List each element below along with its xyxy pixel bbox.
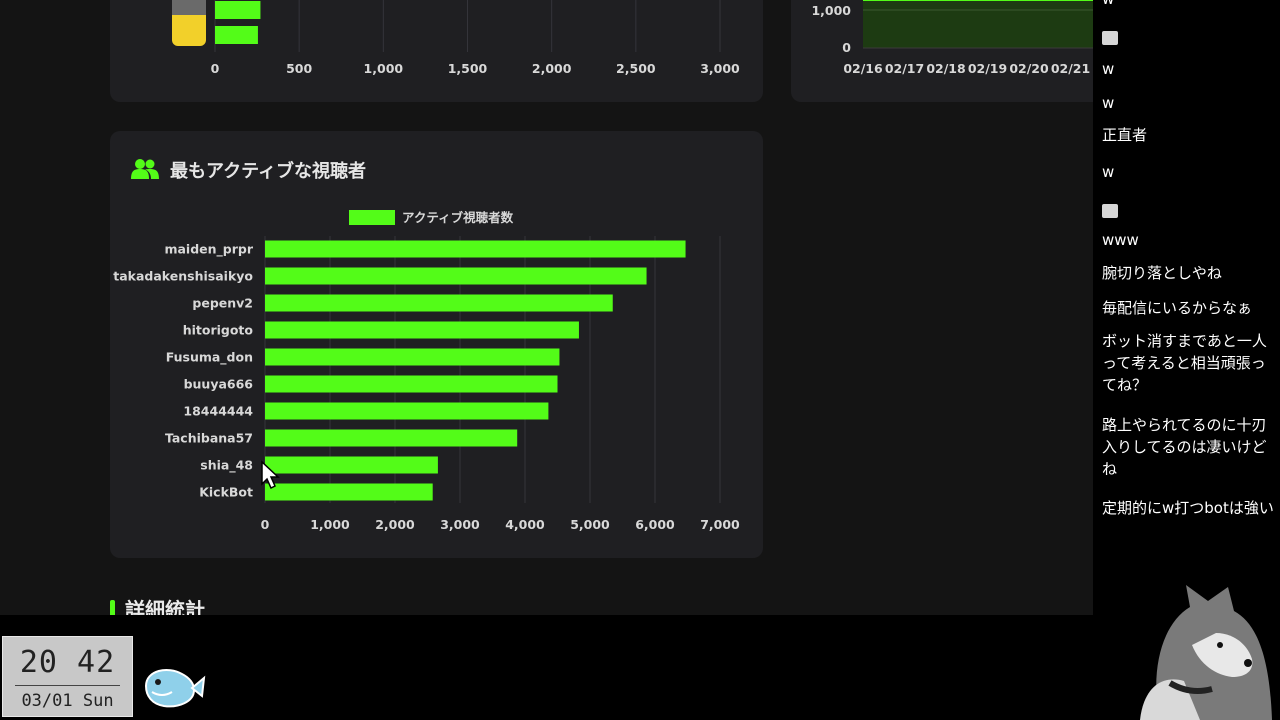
x-tick-label: 2,000	[532, 61, 572, 76]
x-tick-label: 3,000	[700, 61, 740, 76]
chat-message: w	[1102, 0, 1278, 10]
chat-message: w	[1102, 94, 1115, 112]
bar	[265, 402, 549, 420]
avatar	[172, 0, 206, 46]
category-label: pepenv2	[192, 296, 253, 311]
category-label: Tachibana57	[165, 431, 253, 446]
chat-message: 路上やられてるのに十刃入りしてるのは凄いけどね	[1102, 416, 1267, 478]
bar	[265, 348, 560, 366]
x-tick-label: 1,000	[364, 61, 404, 76]
x-tick-label: 02/16	[843, 61, 883, 76]
top-area-chart: 1,000 0 02/16 02/17 02/18 02/19 02/20 02/21	[811, 0, 1093, 76]
top-bar-chart-card: 0 500 1,000 1,500 2,000 2,500 3,000	[110, 0, 763, 102]
stream-capture: 0 500 1,000 1,500 2,000 2,500 3,000 1,000 0 02/1…	[0, 0, 1093, 615]
chat-message: 腕切り落としやね	[1102, 264, 1222, 282]
chat-message: ボット消すまであと一人って考えると相当頑張ってね？	[1102, 332, 1267, 394]
clock-divider	[15, 685, 120, 686]
category-label: buuya666	[184, 377, 254, 392]
x-tick-label: 3,000	[440, 517, 480, 532]
bar	[265, 375, 558, 393]
chat-message: w	[1102, 60, 1115, 78]
chat-message: www	[1102, 231, 1139, 249]
chat-message: 毎配信にいるからなぁ	[1102, 299, 1253, 317]
x-tick-label: 6,000	[635, 517, 675, 532]
chat-message: 定期的にw打つbotは強い	[1102, 499, 1274, 517]
users-icon	[131, 159, 159, 179]
top-area-chart-card: 1,000 0 02/16 02/17 02/18 02/19 02/20 02/21	[791, 0, 1093, 102]
category-label: takadakenshisaikyo	[113, 269, 253, 284]
webcam-dog-image	[1120, 585, 1280, 720]
section-title: 詳細統計	[125, 598, 205, 615]
x-tick-label: 5,000	[570, 517, 610, 532]
chat-emote-icon	[1102, 31, 1118, 45]
clock-date: 03/01 Sun	[21, 691, 114, 711]
legend-swatch	[349, 210, 395, 225]
chat-message: 正直者	[1102, 126, 1148, 144]
x-tick-label: 4,000	[505, 517, 545, 532]
chat-panel: www正直者wwww腕切り落としやね毎配信にいるからなぁボット消すまであと一人っ…	[1093, 0, 1280, 615]
clock-widget: 20 42 03/01 Sun	[2, 636, 133, 717]
category-label: hitorigoto	[183, 323, 254, 338]
clock-time: 20 42	[19, 645, 116, 680]
x-tick-label: 500	[286, 61, 312, 76]
category-label: 18444444	[183, 404, 253, 419]
x-tick-label: 2,500	[616, 61, 656, 76]
x-tick-label: 02/19	[968, 61, 1007, 76]
x-tick-label: 02/18	[926, 61, 965, 76]
active-viewers-card: 最もアクティブな視聴者 0 1,000 2,000 3,000 4,000 5,000 6,…	[110, 131, 763, 558]
bar	[265, 483, 433, 501]
x-tick-label: 7,000	[700, 517, 740, 532]
category-label: Fusuma_don	[166, 350, 253, 366]
x-tick-label: 02/20	[1009, 61, 1049, 76]
bar	[265, 294, 613, 312]
bar	[265, 456, 438, 474]
x-tick-label: 02/21	[1051, 61, 1090, 76]
active-viewers-chart: 0 1,000 2,000 3,000 4,000 5,000 6,000 7,000 maid…	[113, 210, 740, 532]
category-label: shia_48	[200, 458, 253, 474]
x-tick-label: 1,500	[448, 61, 488, 76]
whale-mascot-icon	[144, 669, 206, 708]
y-tick-label: 0	[842, 40, 851, 55]
bar	[265, 267, 647, 285]
bar	[265, 321, 579, 339]
chat-emote-icon	[1102, 204, 1118, 218]
category-label: KickBot	[199, 485, 253, 500]
x-tick-label: 0	[211, 61, 220, 76]
y-tick-label: 1,000	[811, 3, 851, 18]
top-bar-chart: 0 500 1,000 1,500 2,000 2,500 3,000	[211, 0, 740, 76]
card-title: 最もアクティブな視聴者	[170, 161, 367, 182]
legend-label: アクティブ視聴者数	[402, 210, 514, 225]
x-tick-label: 0	[261, 517, 270, 532]
bar	[265, 429, 518, 447]
x-tick-label: 02/17	[885, 61, 924, 76]
mouse-cursor-icon	[261, 460, 280, 490]
bar	[265, 240, 686, 258]
section-accent-bar	[110, 599, 115, 615]
chat-message: w	[1102, 163, 1115, 181]
category-label: maiden_prpr	[164, 242, 253, 258]
bar	[215, 1, 261, 19]
bar	[215, 26, 258, 44]
x-tick-label: 2,000	[375, 517, 415, 532]
area-fill	[863, 0, 1093, 48]
x-tick-label: 1,000	[310, 517, 350, 532]
section-heading: 詳細統計	[110, 594, 205, 615]
